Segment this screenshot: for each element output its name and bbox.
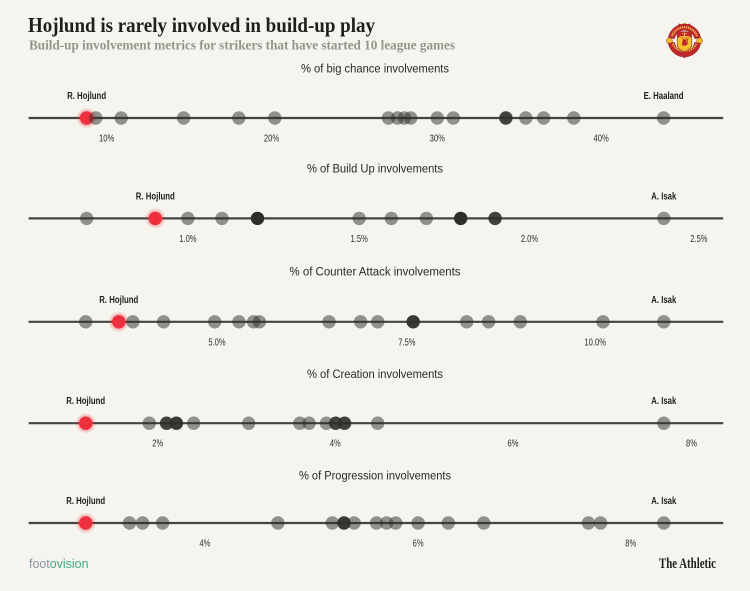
svg-text:6%: 6% (508, 438, 519, 450)
svg-text:footovision: footovision (29, 556, 89, 571)
svg-text:The Athletic: The Athletic (659, 556, 716, 572)
svg-text:E. Haaland: E. Haaland (644, 91, 684, 102)
svg-text:A. Isak: A. Isak (651, 396, 676, 407)
svg-text:8%: 8% (686, 438, 697, 450)
svg-text:R. Hojlund: R. Hojlund (99, 295, 138, 306)
svg-text:20%: 20% (264, 133, 279, 145)
svg-text:R. Hojlund: R. Hojlund (66, 396, 105, 407)
svg-text:5.0%: 5.0% (208, 336, 225, 348)
svg-text:A. Isak: A. Isak (651, 191, 676, 202)
svg-text:R. Hojlund: R. Hojlund (66, 496, 105, 507)
svg-text:A. Isak: A. Isak (651, 295, 676, 306)
svg-text:% of Counter Attack involvemen: % of Counter Attack involvements (290, 265, 461, 279)
svg-text:R. Hojlund: R. Hojlund (136, 191, 175, 202)
svg-text:% of big chance involvements: % of big chance involvements (301, 62, 449, 76)
svg-text:2%: 2% (152, 438, 163, 450)
svg-text:1.0%: 1.0% (179, 233, 196, 245)
svg-text:Hojlund is rarely involved in: Hojlund is rarely involved in build-up p… (28, 13, 375, 37)
svg-text:1.5%: 1.5% (351, 233, 368, 245)
svg-text:R. Hojlund: R. Hojlund (67, 91, 106, 102)
svg-text:4%: 4% (199, 538, 210, 550)
svg-text:% of Creation involvements: % of Creation involvements (307, 367, 443, 381)
svg-text:% of Progression involvements: % of Progression involvements (299, 469, 451, 483)
svg-text:2.5%: 2.5% (690, 233, 707, 245)
svg-text:10%: 10% (99, 133, 114, 145)
svg-text:% of Build Up involvements: % of Build Up involvements (307, 162, 443, 176)
svg-text:8%: 8% (625, 538, 636, 550)
svg-text:30%: 30% (430, 133, 445, 145)
svg-text:10.0%: 10.0% (584, 336, 606, 348)
svg-text:6%: 6% (413, 538, 424, 550)
svg-text:A. Isak: A. Isak (651, 496, 676, 507)
svg-text:7.5%: 7.5% (398, 336, 415, 348)
svg-text:2.0%: 2.0% (521, 233, 538, 245)
svg-text:4%: 4% (330, 438, 341, 450)
svg-text:Build-up involvement metrics f: Build-up involvement metrics for striker… (29, 39, 456, 54)
svg-text:40%: 40% (594, 133, 609, 145)
